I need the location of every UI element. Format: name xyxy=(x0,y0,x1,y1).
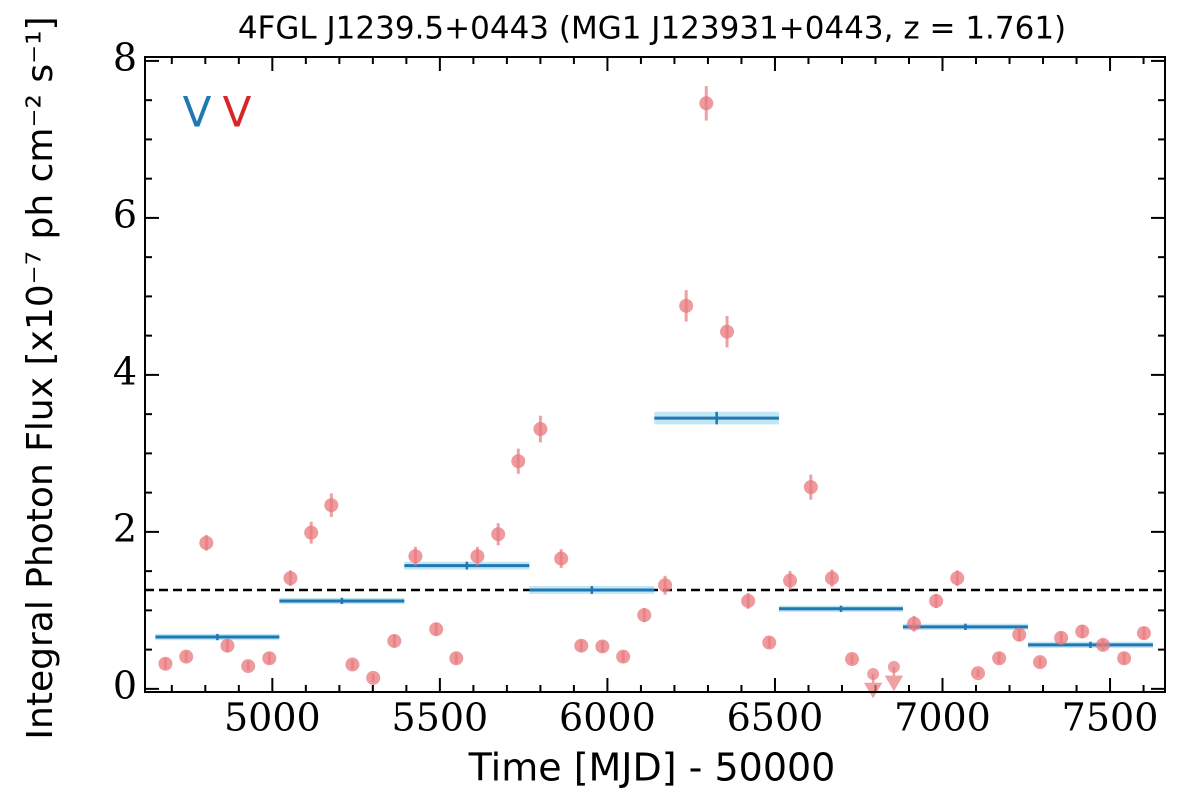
x-tick-label: 7000 xyxy=(894,696,991,740)
x-axis-label: Time [MJD] - 50000 xyxy=(468,746,836,790)
y-tick-label: 0 xyxy=(113,663,137,707)
point xyxy=(449,651,464,666)
y-tick-label: 8 xyxy=(113,35,137,79)
plot-frame xyxy=(144,56,1166,693)
point xyxy=(699,96,714,111)
point xyxy=(950,571,965,586)
x-tick-label: 7500 xyxy=(1062,696,1159,740)
point xyxy=(783,573,798,588)
point xyxy=(929,593,944,608)
point xyxy=(554,551,569,566)
point xyxy=(366,670,381,685)
marker-label: V xyxy=(183,88,212,137)
point xyxy=(1117,651,1132,666)
y-axis-label: Integral Photon Flux [x10⁻⁷ ph cm⁻² s⁻¹] xyxy=(20,16,61,739)
point xyxy=(220,638,235,653)
y-tick-label: 6 xyxy=(113,192,137,236)
point xyxy=(803,480,818,495)
point xyxy=(491,527,506,542)
upper-limit-arrow xyxy=(884,666,904,692)
point xyxy=(720,324,735,339)
point xyxy=(533,422,548,437)
point xyxy=(1096,637,1111,652)
point xyxy=(679,298,694,313)
point xyxy=(345,657,360,672)
point xyxy=(595,639,610,654)
x-tick-label: 6500 xyxy=(727,696,824,740)
x-tick-label: 6000 xyxy=(559,696,656,740)
point xyxy=(845,652,860,667)
point xyxy=(1136,626,1151,641)
point xyxy=(470,549,485,564)
y-tick-label: 2 xyxy=(113,506,137,550)
point xyxy=(179,649,194,664)
marker-label: V xyxy=(223,88,252,137)
point xyxy=(1012,627,1027,642)
point xyxy=(971,666,986,681)
point xyxy=(1075,624,1090,639)
point xyxy=(262,651,277,666)
point xyxy=(429,622,444,637)
point xyxy=(1033,655,1048,670)
point xyxy=(824,571,839,586)
upper-limit-arrow xyxy=(863,673,883,699)
point xyxy=(658,578,673,593)
point xyxy=(637,608,652,623)
x-tick-label: 5000 xyxy=(224,696,321,740)
point xyxy=(158,656,173,671)
point xyxy=(992,651,1007,666)
point xyxy=(762,635,777,650)
point xyxy=(574,638,589,653)
x-tick-label: 5500 xyxy=(392,696,489,740)
point xyxy=(199,535,214,550)
chart-title: 4FGL J1239.5+0443 (MG1 J123931+0443, z =… xyxy=(238,11,1066,47)
point xyxy=(616,649,631,664)
point xyxy=(387,633,402,648)
point xyxy=(511,454,526,469)
point xyxy=(1054,630,1069,645)
point xyxy=(304,525,319,540)
point xyxy=(741,593,756,608)
point xyxy=(408,549,423,564)
point xyxy=(324,498,339,513)
point xyxy=(907,616,922,631)
point xyxy=(241,659,256,674)
point xyxy=(283,571,298,586)
y-tick-label: 4 xyxy=(113,349,137,393)
